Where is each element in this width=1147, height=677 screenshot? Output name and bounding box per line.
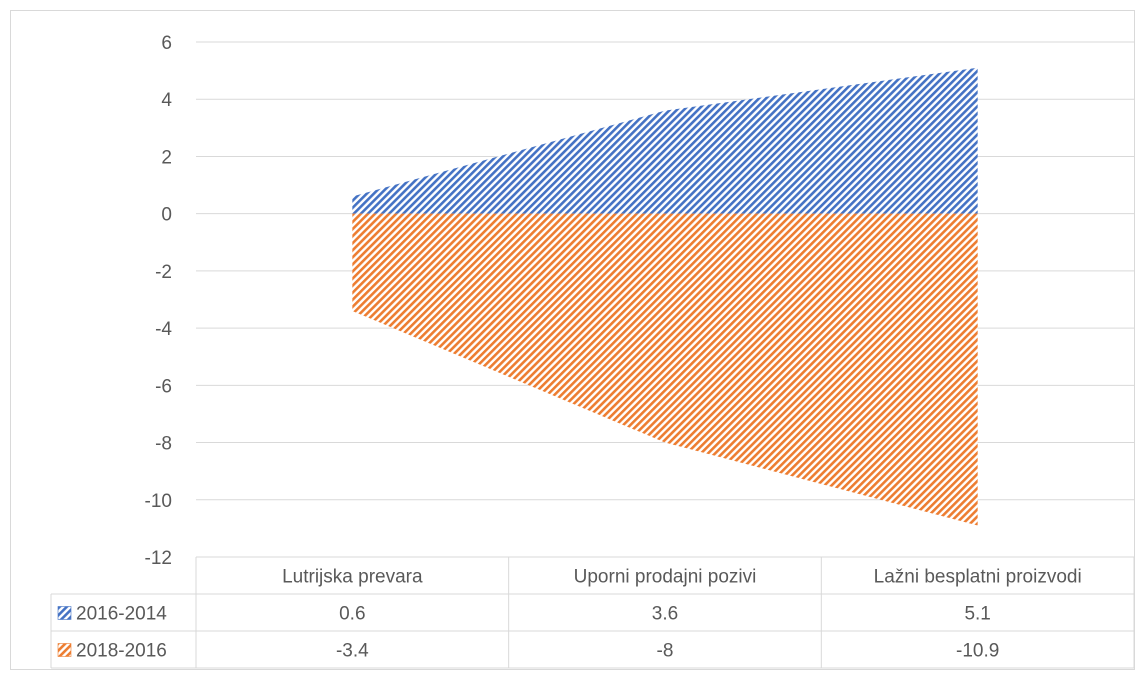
x-category-label: Lutrijska prevara bbox=[282, 567, 423, 588]
data-table-value: -10.9 bbox=[956, 641, 999, 662]
y-tick-label: 6 bbox=[161, 33, 172, 54]
area-series-2018-2016 bbox=[352, 213, 978, 526]
y-tick-label: -12 bbox=[145, 548, 172, 569]
legend-swatch bbox=[57, 606, 72, 620]
y-tick-label: -2 bbox=[155, 262, 172, 283]
y-axis-tick-labels: 6 4 2 0 -2 -4 -6 -8 -10 -12 bbox=[145, 33, 173, 569]
data-table-value: 0.6 bbox=[339, 604, 365, 625]
y-tick-label: -6 bbox=[155, 376, 172, 397]
legend-series-label: 2018-2016 bbox=[76, 641, 167, 662]
y-tick-label: 4 bbox=[161, 90, 172, 111]
area-series-2016-2014 bbox=[352, 67, 978, 214]
legend-series-label: 2016-2014 bbox=[76, 604, 167, 625]
x-category-label: Uporni prodajni pozivi bbox=[574, 567, 757, 588]
area-series-layer bbox=[352, 67, 978, 526]
data-table: Lutrijska prevara Uporni prodajni pozivi L… bbox=[50, 556, 1135, 669]
y-tick-label: -8 bbox=[155, 434, 172, 455]
data-table-value: -8 bbox=[657, 641, 674, 662]
data-table-value: -3.4 bbox=[336, 641, 369, 662]
data-table-value: 3.6 bbox=[652, 604, 678, 625]
legend-swatch bbox=[57, 643, 72, 657]
y-tick-label: 2 bbox=[161, 147, 172, 168]
data-table-value: 5.1 bbox=[964, 604, 990, 625]
y-tick-label: -10 bbox=[145, 491, 172, 512]
x-category-label: Lažni besplatni proizvodi bbox=[874, 567, 1082, 588]
y-tick-label: -4 bbox=[155, 319, 172, 340]
y-tick-label: 0 bbox=[161, 205, 172, 226]
